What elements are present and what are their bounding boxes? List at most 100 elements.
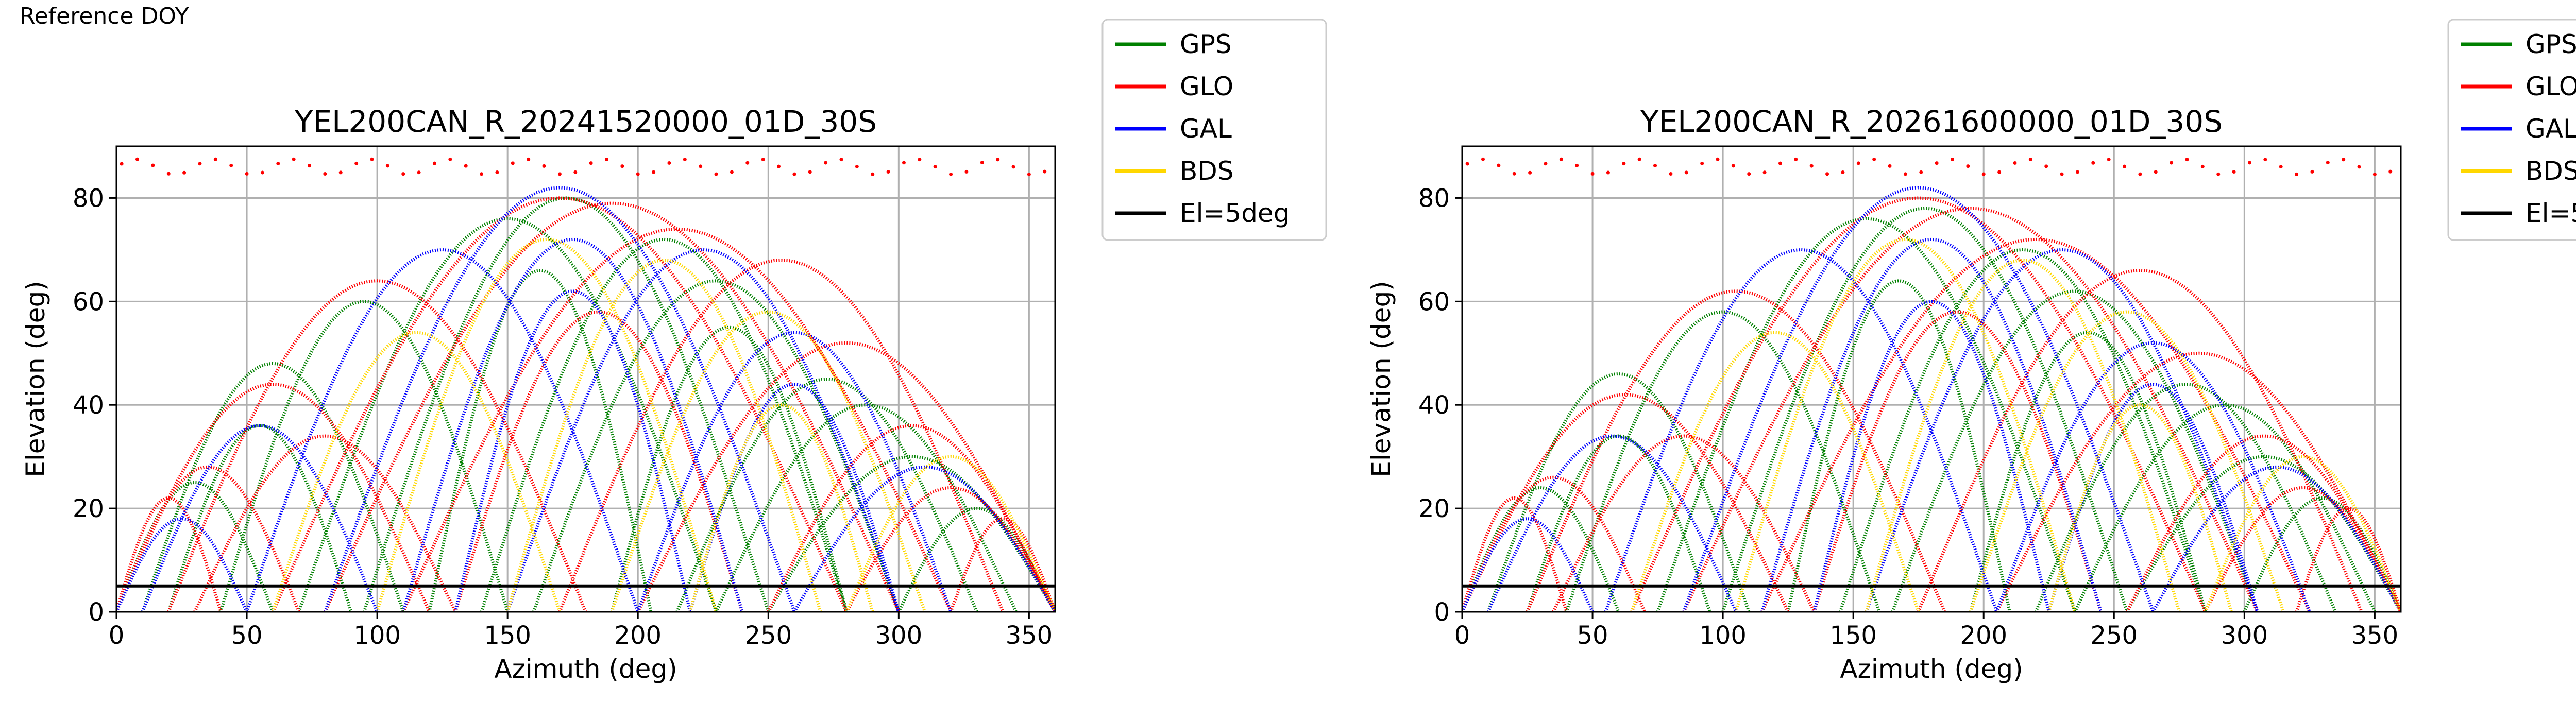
series-glo-point [292, 157, 296, 161]
series-gal-arc [1995, 341, 2311, 612]
series-glo-arc [2204, 486, 2401, 612]
series-glo-arc [1630, 196, 2207, 612]
legend-box [1101, 19, 1327, 241]
series-glo-point [2388, 169, 2393, 174]
series-glo-arc [116, 465, 301, 612]
series-glo-point [2232, 170, 2236, 174]
x-tick-label: 250 [744, 621, 792, 650]
x-tick-label: 200 [1960, 621, 2007, 650]
series-glo-arc [454, 310, 744, 612]
series-gps-arc [1786, 279, 2011, 612]
x-tick-label: 350 [2351, 621, 2399, 650]
series-glo-arc [949, 517, 1055, 612]
series-glo-point [511, 161, 515, 165]
axes-frame [115, 145, 1056, 613]
series-glo-arc [167, 279, 587, 612]
series-glo-point [2185, 158, 2189, 162]
series-glo-point [120, 162, 124, 166]
series-glo-arc [1462, 496, 1568, 612]
series-gal-arc [1682, 186, 2155, 612]
series-glo-point [761, 158, 765, 162]
series-glo-point [260, 170, 264, 175]
series-glo-point [1700, 161, 1704, 165]
series-gal-arc [1760, 237, 2103, 612]
series-glo-point [2170, 161, 2174, 165]
series-glo-point [1637, 157, 1641, 161]
series-glo-point [902, 161, 906, 165]
series-gal-arc [1812, 300, 2050, 612]
series-glo-point [495, 170, 499, 175]
series-glo-point [714, 172, 718, 176]
x-tick-label: 0 [109, 621, 125, 650]
series-glo-point [855, 164, 859, 168]
series-bds-arc [610, 310, 926, 612]
series-glo-point [1653, 164, 1657, 168]
series-glo-point [636, 172, 640, 176]
legend-label: El=5deg [2526, 198, 2576, 228]
series-bds-arc [2047, 403, 2233, 612]
series-glo-arc [1760, 237, 2311, 612]
series-glo-point [620, 164, 624, 168]
series-gps-arc [897, 507, 1055, 612]
series-glo-point [2310, 169, 2314, 174]
axes-frame [1461, 145, 2402, 613]
series-glo-point [1575, 163, 1579, 167]
series-glo-point [480, 172, 484, 176]
series-gps-arc [2034, 382, 2337, 612]
series-glo-point [1903, 172, 1907, 176]
series-bds-arc [506, 258, 822, 612]
series-glo-point [589, 161, 593, 165]
series-glo-point [1950, 157, 1954, 161]
series-glo-zenith-dots [1465, 157, 2393, 176]
y-tick-label: 60 [73, 287, 104, 316]
x-tick-label: 100 [353, 621, 401, 650]
series-glo-arc [1995, 351, 2401, 612]
series-glo-point [198, 162, 202, 166]
series-glo-point [1497, 163, 1501, 167]
series-glo-point [918, 158, 922, 162]
series-glo-point [792, 172, 796, 176]
series-glo-arc [1552, 434, 1816, 612]
x-tick-label: 150 [1829, 621, 1877, 650]
chart-title: YEL200CAN_R_20261600000_01D_30S [1640, 104, 2223, 139]
series-glo-point [308, 164, 312, 168]
series-glo-point [1888, 164, 1892, 168]
series-glo-point [839, 158, 843, 162]
series-glo-point [448, 157, 452, 161]
series-glo-point [2200, 164, 2205, 168]
series-glo-zenith-dots [120, 157, 1047, 176]
y-axis-label: Elevation (deg) [1366, 281, 1396, 477]
series-glo-point [2013, 161, 2017, 165]
data-area [116, 157, 1055, 612]
series-glo-point [1011, 165, 1015, 169]
series-glo-point [1027, 172, 1031, 176]
series-glo-point [2342, 158, 2346, 162]
y-axis-label: Elevation (deg) [21, 281, 50, 477]
x-axis-label: Azimuth (deg) [1840, 654, 2023, 684]
series-glo-point [1841, 170, 1845, 175]
series-gps-arc [1565, 310, 1881, 612]
series-glo-point [808, 170, 812, 174]
series-glo-point [2357, 165, 2361, 169]
series-glo-arc [1682, 207, 2259, 612]
x-tick-label: 250 [2090, 621, 2138, 650]
series-glo-point [2028, 157, 2032, 161]
series-glo-point [1981, 172, 1986, 176]
legend: GPS GLO GAL BDS El=5deg [1101, 19, 1327, 241]
series-glo-point [652, 170, 656, 174]
series-glo-point [1590, 172, 1595, 176]
series-glo-point [1544, 162, 1548, 166]
series-gal-arc [141, 424, 379, 612]
series-glo-point [1872, 157, 1876, 161]
series-gps-arc [428, 269, 653, 612]
series-glo-point [323, 172, 327, 176]
series-gal-arc [401, 237, 744, 612]
series-glo-arc [1462, 475, 1647, 612]
series-glo-point [182, 170, 187, 175]
series-gps-arc [1486, 372, 1751, 612]
legend-label: GAL [2526, 114, 2576, 144]
series-glo-point [166, 172, 171, 176]
series-glo-point [996, 158, 1000, 162]
legend-label: GLO [1180, 72, 1233, 101]
chart-panel-2: 0 50 100 150 200 250 300 350 0 20 40 60 80 YEL200CAN_… [1366, 19, 2576, 684]
